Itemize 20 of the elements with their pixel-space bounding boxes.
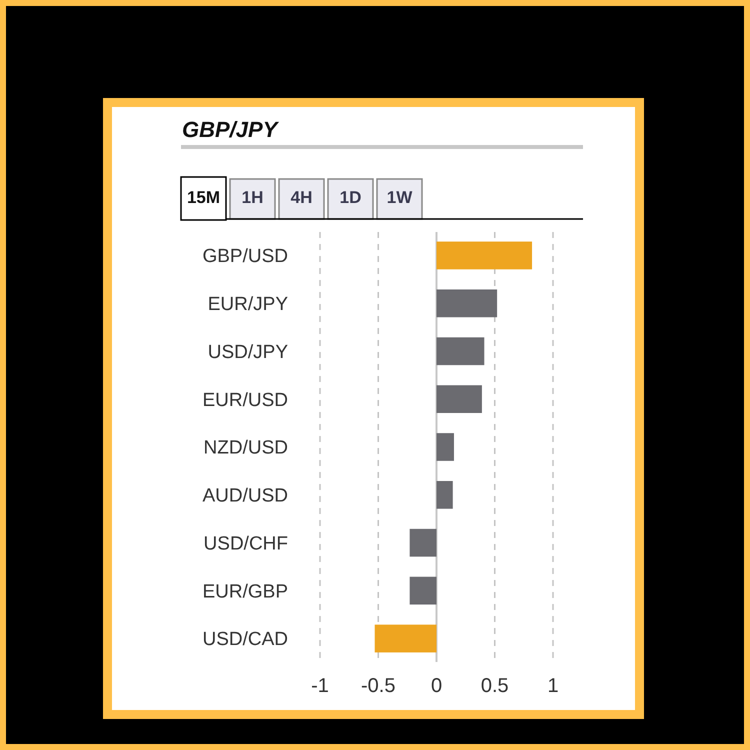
y-tick-label: USD/CAD <box>202 629 288 650</box>
y-tick-label: EUR/JPY <box>208 294 288 315</box>
y-tick-label: USD/JPY <box>208 342 288 363</box>
y-tick-label: GBP/USD <box>202 246 288 268</box>
x-tick-label: 0 <box>430 675 442 697</box>
y-tick-label: USD/CHF <box>204 533 288 554</box>
x-tick-label: -1 <box>311 675 329 697</box>
y-tick-label: EUR/GBP <box>202 581 288 602</box>
y-tick-label: NZD/USD <box>204 438 288 459</box>
x-tick-label: -0.5 <box>361 675 396 697</box>
text: 4H <box>290 188 312 207</box>
chart-title: GBP/JPY <box>182 117 280 142</box>
text: 1H <box>242 188 264 207</box>
x-tick-label: 0.5 <box>480 675 509 697</box>
x-tick-label: 1 <box>547 675 559 697</box>
text: 15M <box>186 188 220 207</box>
y-tick-label: EUR/USD <box>202 390 288 411</box>
y-tick-label: AUD/USD <box>202 486 288 507</box>
text: 1D <box>340 188 362 207</box>
text: 1W <box>386 188 414 207</box>
